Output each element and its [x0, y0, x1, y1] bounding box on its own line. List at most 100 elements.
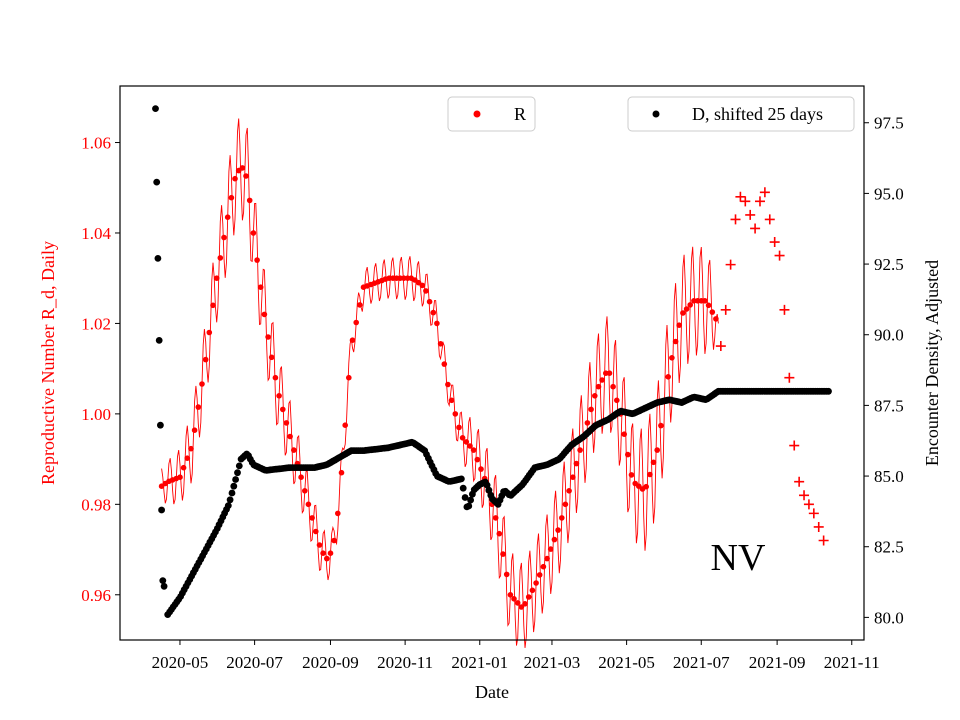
d-point	[154, 255, 162, 262]
r-point	[228, 194, 235, 201]
r-point	[547, 546, 554, 552]
r-point	[650, 459, 657, 466]
r-point	[232, 175, 238, 182]
r-point	[298, 474, 304, 481]
right-tick-label: 82.5	[874, 538, 904, 557]
r-point	[202, 356, 209, 363]
r-point	[614, 397, 620, 404]
legend-r-label: R	[514, 104, 526, 124]
r-point	[213, 275, 220, 282]
r-point	[180, 464, 187, 471]
r-plus-point	[764, 214, 775, 225]
d-point	[155, 337, 163, 344]
r-point	[456, 424, 462, 431]
r-point	[320, 550, 326, 556]
right-tick-label: 87.5	[874, 396, 904, 415]
legend-r-box	[447, 96, 536, 132]
r-plus-point	[759, 187, 770, 198]
right-tick-label: 97.5	[874, 114, 904, 133]
x-tick-label: 2020-05	[152, 653, 209, 672]
r-point	[474, 456, 481, 463]
x-tick-label: 2021-03	[524, 653, 581, 672]
d-point	[235, 462, 243, 470]
r-point	[658, 422, 664, 429]
r-point	[544, 555, 550, 562]
r-point	[665, 374, 671, 380]
r-point	[423, 288, 429, 294]
r-plus-point	[774, 250, 785, 261]
r-point	[199, 381, 205, 387]
r-point	[525, 594, 532, 600]
r-plus-point	[715, 341, 726, 352]
r-point	[309, 515, 315, 521]
r-plus-point	[813, 521, 824, 532]
legend-d-marker	[652, 110, 660, 118]
r-plus-point	[799, 490, 810, 501]
r-point	[654, 447, 660, 453]
r-point	[276, 393, 282, 399]
left-tick-label: 1.06	[81, 134, 111, 153]
d-point	[232, 476, 240, 483]
r-point	[702, 298, 708, 304]
r-point	[217, 255, 224, 261]
r-point	[551, 536, 558, 543]
d-point	[825, 387, 832, 395]
left-y-axis-label: Reproductive Number R_d, Daily	[38, 241, 58, 485]
d-point	[159, 577, 167, 584]
r-plus-point	[754, 196, 765, 207]
r-point	[672, 338, 679, 345]
x-axis-label: Date	[475, 682, 509, 702]
r-point	[522, 601, 528, 607]
r-point	[254, 257, 260, 263]
r-point	[272, 374, 279, 381]
d-point	[234, 469, 241, 477]
r-point	[291, 447, 297, 453]
x-tick-label: 2021-07	[673, 653, 730, 672]
legend-d-label: D, shifted 25 days	[692, 104, 823, 124]
r-point	[357, 302, 363, 308]
r-point	[177, 474, 183, 481]
r-point	[327, 550, 334, 556]
r-point	[647, 471, 653, 478]
r-point	[467, 443, 473, 449]
d-series	[152, 105, 832, 618]
r-point	[437, 341, 444, 347]
x-tick-label: 2020-09	[302, 653, 359, 672]
r-point	[459, 435, 466, 441]
d-point	[228, 489, 236, 497]
r-point	[268, 354, 275, 361]
r-series-line	[161, 118, 719, 648]
r-plus-point	[730, 214, 741, 225]
r-point	[448, 397, 455, 404]
left-tick-label: 1.00	[81, 405, 111, 424]
r-point	[606, 370, 613, 377]
right-y-axis-label: Encounter Density, Adjusted	[922, 260, 942, 466]
x-tick-label: 2021-01	[451, 653, 508, 672]
r-point	[287, 433, 293, 440]
r-plus-point	[750, 223, 761, 234]
left-tick-label: 0.96	[81, 586, 111, 605]
r-point	[588, 406, 594, 413]
r-point	[445, 381, 451, 388]
r-plus-point	[779, 304, 790, 315]
d-point	[483, 481, 491, 489]
r-point	[529, 587, 536, 594]
legend-d: D, shifted 25 days	[627, 96, 855, 132]
r-series	[158, 165, 719, 610]
r-point	[573, 460, 580, 467]
x-tick-label: 2021-05	[598, 653, 655, 672]
d-point	[459, 484, 467, 492]
r-point	[518, 604, 525, 610]
r-point	[305, 501, 312, 508]
legend-r: R	[447, 96, 536, 132]
r-point	[261, 311, 268, 318]
r-point	[191, 427, 198, 434]
r-point	[434, 320, 440, 327]
r-point	[592, 393, 598, 399]
left-tick-label: 1.04	[81, 224, 111, 243]
r-point	[533, 580, 539, 586]
r-point	[478, 466, 484, 472]
r-point	[463, 439, 470, 445]
r-point	[570, 474, 576, 481]
